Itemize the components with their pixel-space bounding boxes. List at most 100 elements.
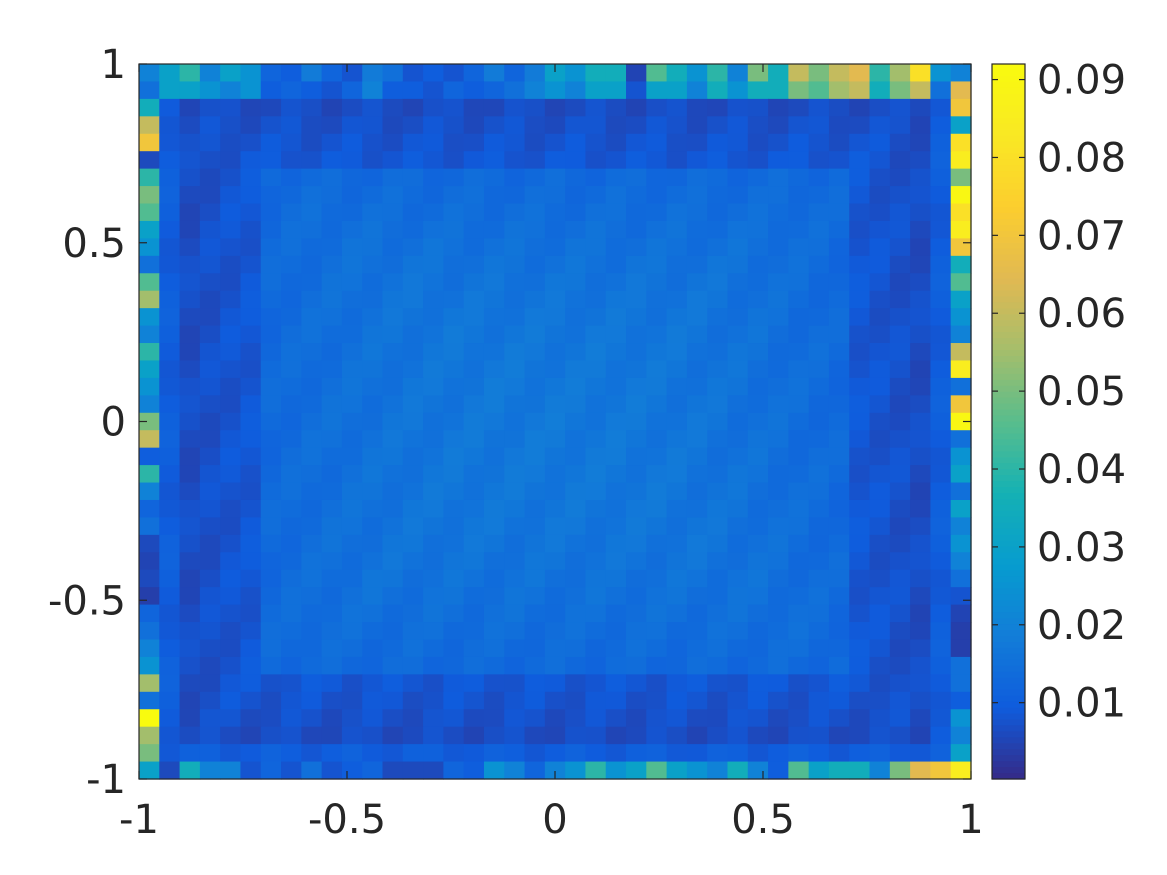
heatmap-cell bbox=[828, 151, 850, 170]
heatmap-cell bbox=[483, 255, 505, 274]
heatmap-cell bbox=[362, 151, 384, 170]
heatmap-cell bbox=[646, 465, 668, 484]
heatmap-cell bbox=[402, 151, 424, 170]
heatmap-cell bbox=[707, 238, 729, 257]
heatmap-cell bbox=[524, 674, 546, 693]
heatmap-cell bbox=[382, 499, 404, 519]
heatmap-cell bbox=[686, 726, 708, 745]
heatmap-cell bbox=[423, 343, 444, 362]
heatmap-cell bbox=[828, 308, 850, 327]
heatmap-cell bbox=[362, 656, 384, 675]
colorbar-segment bbox=[992, 481, 1025, 488]
heatmap-cell bbox=[159, 81, 181, 100]
heatmap-cell bbox=[463, 430, 485, 449]
heatmap-cell bbox=[727, 360, 749, 379]
heatmap-cell bbox=[544, 482, 566, 501]
heatmap-cell bbox=[483, 639, 505, 658]
heatmap-cell bbox=[341, 499, 363, 519]
heatmap-cell bbox=[808, 639, 830, 658]
heatmap-cell bbox=[686, 534, 708, 553]
heatmap-cell bbox=[828, 709, 850, 728]
heatmap-cell bbox=[666, 343, 688, 362]
x-tick-label: 0.5 bbox=[731, 797, 795, 843]
heatmap-cell bbox=[646, 534, 668, 553]
colorbar-segment bbox=[992, 165, 1025, 172]
heatmap-cell bbox=[504, 255, 526, 274]
heatmap-cell bbox=[950, 168, 972, 187]
heatmap-cell bbox=[220, 726, 242, 745]
heatmap-cell bbox=[524, 238, 546, 257]
colorbar-segment bbox=[992, 445, 1025, 452]
heatmap-cell bbox=[950, 656, 972, 675]
heatmap-cell bbox=[544, 465, 566, 484]
heatmap-cells bbox=[139, 64, 972, 780]
heatmap-cell bbox=[423, 325, 444, 344]
heatmap-cell bbox=[402, 273, 424, 292]
heatmap-cell bbox=[199, 709, 221, 728]
heatmap-cell bbox=[869, 622, 891, 641]
heatmap-cell bbox=[159, 360, 181, 379]
heatmap-cell bbox=[260, 691, 282, 710]
heatmap-cell bbox=[362, 220, 384, 239]
heatmap-cell bbox=[626, 255, 647, 274]
heatmap-cell bbox=[727, 622, 749, 641]
heatmap-cell bbox=[565, 447, 587, 466]
heatmap-cell bbox=[382, 691, 404, 710]
heatmap-cell bbox=[423, 238, 444, 257]
heatmap-cell bbox=[199, 98, 221, 117]
heatmap-cell bbox=[301, 116, 323, 135]
heatmap-cell bbox=[240, 656, 262, 675]
heatmap-cell bbox=[260, 395, 282, 414]
heatmap-cell bbox=[686, 290, 708, 309]
heatmap-cell bbox=[605, 534, 627, 553]
heatmap-cell bbox=[341, 482, 363, 501]
heatmap-cell bbox=[544, 255, 566, 274]
colorbar-segment bbox=[992, 695, 1025, 703]
heatmap-cell bbox=[788, 587, 810, 606]
heatmap-cell bbox=[727, 447, 749, 466]
heatmap-cell bbox=[301, 517, 323, 536]
heatmap-cell bbox=[281, 290, 302, 309]
heatmap-cell bbox=[565, 64, 587, 83]
heatmap-cell bbox=[727, 744, 749, 763]
heatmap-cell bbox=[747, 534, 769, 553]
heatmap-cell bbox=[463, 343, 485, 362]
heatmap-cell bbox=[240, 639, 262, 658]
heatmap-cell bbox=[808, 98, 830, 117]
heatmap-cell bbox=[504, 360, 526, 379]
heatmap-cell bbox=[585, 691, 607, 710]
heatmap-cell bbox=[747, 569, 769, 588]
heatmap-cell bbox=[301, 761, 323, 780]
heatmap-cell bbox=[382, 674, 404, 693]
heatmap-cell bbox=[930, 290, 952, 309]
heatmap-cell bbox=[402, 499, 424, 519]
heatmap-cell bbox=[281, 534, 302, 553]
heatmap-cell bbox=[139, 377, 160, 396]
colorbar-segment bbox=[992, 350, 1025, 357]
heatmap-cell bbox=[443, 290, 465, 309]
heatmap-cell bbox=[910, 552, 932, 571]
heatmap-cell bbox=[788, 203, 810, 222]
heatmap-cell bbox=[179, 761, 201, 780]
heatmap-cell bbox=[849, 726, 871, 745]
heatmap-cell bbox=[179, 430, 201, 449]
heatmap-cell bbox=[260, 151, 282, 170]
heatmap-cell bbox=[139, 151, 160, 170]
heatmap-cell bbox=[707, 656, 729, 675]
heatmap-cell bbox=[139, 238, 160, 257]
heatmap-cell bbox=[768, 726, 789, 745]
heatmap-cell bbox=[362, 308, 384, 327]
heatmap-cell bbox=[199, 744, 221, 763]
heatmap-cell bbox=[849, 465, 871, 484]
heatmap-cell bbox=[808, 430, 830, 449]
heatmap-cell bbox=[686, 203, 708, 222]
heatmap-cell bbox=[463, 465, 485, 484]
heatmap-cell bbox=[605, 744, 627, 763]
heatmap-cell bbox=[910, 133, 932, 152]
heatmap-cell bbox=[808, 290, 830, 309]
heatmap-cell bbox=[849, 499, 871, 519]
heatmap-cell bbox=[565, 186, 587, 205]
heatmap-cell bbox=[524, 639, 546, 658]
heatmap-cell bbox=[199, 186, 221, 205]
heatmap-cell bbox=[707, 168, 729, 187]
